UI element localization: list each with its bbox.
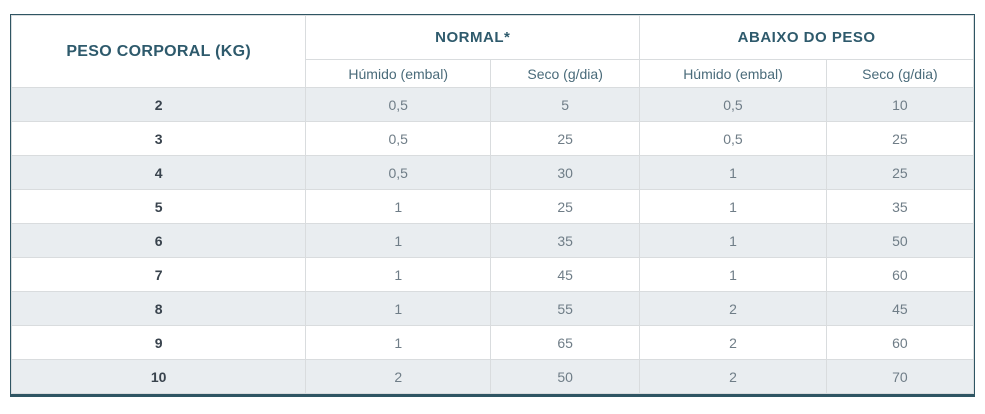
table-row: 8 1 55 2 45 <box>10 291 975 326</box>
header-group-row: PESO CORPORAL (KG) NORMAL* ABAIXO DO PES… <box>10 15 974 88</box>
value-cell: 1 <box>305 325 492 360</box>
value-cell: 50 <box>490 359 641 394</box>
peso-cell: 3 <box>10 121 307 156</box>
value-cell: 30 <box>490 155 641 190</box>
value-cell: 5 <box>490 87 641 122</box>
peso-cell: 9 <box>10 325 307 360</box>
value-cell: 45 <box>825 291 975 326</box>
table-row: 5 1 25 1 35 <box>10 189 975 224</box>
subheader-humido-normal: Húmido (embal) <box>305 59 492 88</box>
value-cell: 25 <box>490 189 641 224</box>
value-cell: 1 <box>305 223 492 258</box>
peso-cell: 10 <box>10 359 307 394</box>
value-cell: 60 <box>825 325 975 360</box>
table-row: 2 0,5 5 0,5 10 <box>10 87 975 122</box>
value-cell: 0,5 <box>639 121 827 156</box>
value-cell: 45 <box>490 257 641 292</box>
value-cell: 1 <box>639 189 827 224</box>
value-cell: 50 <box>825 223 975 258</box>
value-cell: 55 <box>490 291 641 326</box>
value-cell: 70 <box>825 359 975 394</box>
feeding-guide-table: PESO CORPORAL (KG) NORMAL* ABAIXO DO PES… <box>10 15 975 394</box>
table-row: 6 1 35 1 50 <box>10 223 975 258</box>
value-cell: 0,5 <box>305 155 492 190</box>
feeding-guide-table-frame: PESO CORPORAL (KG) NORMAL* ABAIXO DO PES… <box>10 14 975 397</box>
value-cell: 1 <box>639 223 827 258</box>
peso-cell: 4 <box>10 155 307 190</box>
table-row: 7 1 45 1 60 <box>10 257 975 292</box>
value-cell: 1 <box>305 257 492 292</box>
peso-cell: 2 <box>10 87 307 122</box>
value-cell: 10 <box>825 87 975 122</box>
value-cell: 0,5 <box>639 87 827 122</box>
value-cell: 1 <box>639 257 827 292</box>
table-row: 3 0,5 25 0,5 25 <box>10 121 975 156</box>
value-cell: 25 <box>825 155 975 190</box>
subheader-humido-abaixo: Húmido (embal) <box>639 59 827 88</box>
value-cell: 35 <box>490 223 641 258</box>
value-cell: 60 <box>825 257 975 292</box>
value-cell: 35 <box>825 189 975 224</box>
group-header-normal: NORMAL* <box>305 15 641 60</box>
value-cell: 2 <box>305 359 492 394</box>
peso-cell: 7 <box>10 257 307 292</box>
table-row: 9 1 65 2 60 <box>10 325 975 360</box>
value-cell: 2 <box>639 325 827 360</box>
table-row: 10 2 50 2 70 <box>10 359 975 394</box>
group-header-abaixo-do-peso: ABAIXO DO PESO <box>639 15 974 60</box>
table-row: 4 0,5 30 1 25 <box>10 155 975 190</box>
subheader-seco-abaixo: Seco (g/dia) <box>825 59 975 88</box>
subheader-seco-normal: Seco (g/dia) <box>490 59 641 88</box>
value-cell: 2 <box>639 359 827 394</box>
header-sub-row: Húmido (embal) Seco (g/dia) Húmido (emba… <box>12 59 975 88</box>
value-cell: 1 <box>305 189 492 224</box>
value-cell: 0,5 <box>305 87 492 122</box>
value-cell: 25 <box>490 121 641 156</box>
peso-cell: 6 <box>10 223 307 258</box>
peso-cell: 8 <box>10 291 307 326</box>
value-cell: 65 <box>490 325 641 360</box>
value-cell: 25 <box>825 121 975 156</box>
value-cell: 0,5 <box>305 121 492 156</box>
peso-cell: 5 <box>10 189 307 224</box>
value-cell: 1 <box>305 291 492 326</box>
value-cell: 1 <box>639 155 827 190</box>
value-cell: 2 <box>639 291 827 326</box>
corner-header-peso-corporal: PESO CORPORAL (KG) <box>10 15 307 88</box>
